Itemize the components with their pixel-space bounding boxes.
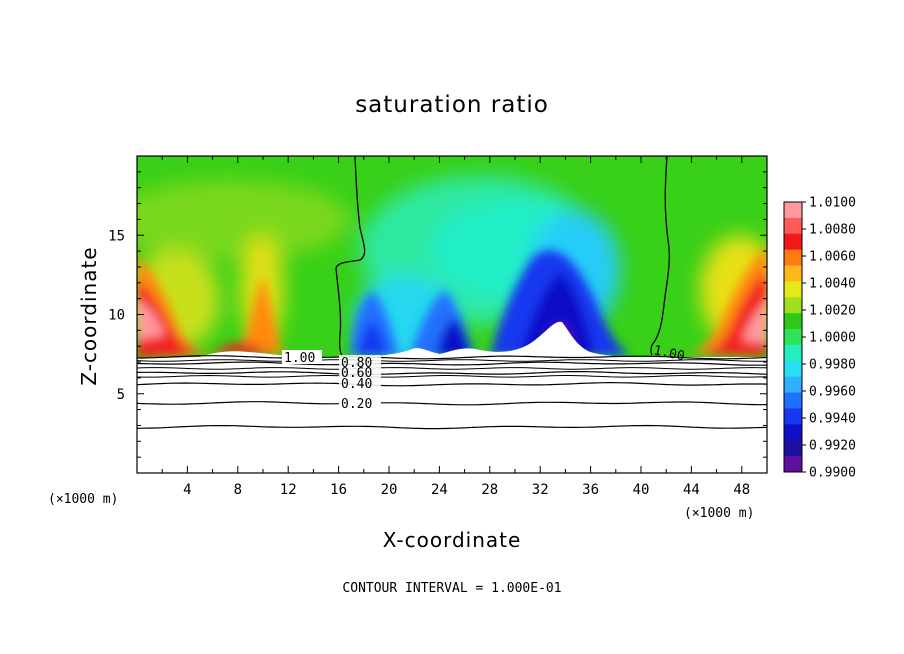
- x-tick-label: 44: [683, 482, 700, 498]
- colorbar: 1.0100 1.0080 1.0060 1.0040 1.0020 1.0000 0.99…: [783, 196, 856, 481]
- contour-line: [137, 355, 768, 360]
- contour-line: [136, 371, 768, 376]
- contour-label-bg: [339, 355, 381, 389]
- x-tick-label: 32: [532, 482, 549, 498]
- contour-interval-note: CONTOUR INTERVAL = 1.000E-01: [342, 581, 561, 596]
- x-tick-label: 8: [234, 482, 242, 498]
- contour-label: 0.80: [341, 356, 372, 371]
- x-tick-label: 28: [481, 482, 498, 498]
- field-patch: [742, 300, 767, 344]
- field-patch: [357, 321, 388, 356]
- colorbar-swatch: [784, 297, 802, 314]
- x-axis-label: X-coordinate: [383, 528, 522, 552]
- contour-line: [136, 424, 768, 430]
- x-tick-label: 36: [582, 482, 599, 498]
- x-tick-label: 20: [381, 482, 398, 498]
- colorbar-swatch: [784, 202, 802, 219]
- x-tick-label: 12: [280, 482, 297, 498]
- colorbar-swatch: [784, 440, 802, 457]
- contour-label: 0.60: [341, 366, 372, 381]
- colorbar-swatch: [784, 456, 802, 473]
- y-tick-label: 10: [108, 308, 125, 324]
- colorbar-swatch: [784, 249, 802, 267]
- x-tick-label: 24: [431, 482, 448, 498]
- colorbar-label: 0.9980: [809, 358, 856, 373]
- colorbar-swatch: [784, 329, 802, 346]
- x-tick-label: 16: [330, 482, 347, 498]
- contour-line-minor: [136, 374, 768, 378]
- x-tick-label: 48: [733, 482, 750, 498]
- contour-lines: [136, 355, 768, 430]
- field-patch: [520, 272, 595, 356]
- contour-line: [136, 361, 768, 366]
- colorbar-label: 0.9960: [809, 385, 856, 400]
- colorbar-label: 1.0060: [809, 250, 856, 265]
- contour-label: 0.40: [341, 377, 372, 392]
- field-patch: [137, 300, 165, 340]
- contour-line-upper-left: [335, 155, 366, 357]
- contour-label: 0.20: [341, 397, 372, 412]
- colorbar-swatch: [784, 408, 802, 425]
- field-patch: [240, 275, 282, 354]
- field-patch: [137, 180, 350, 260]
- colorbar-label: 0.9940: [809, 412, 856, 427]
- colorbar-label: 1.0000: [809, 331, 856, 346]
- colorbar-swatch: [784, 424, 802, 441]
- contour-line: [136, 381, 768, 387]
- x-unit-right: (×1000 m): [684, 506, 754, 521]
- heatmap-field: [137, 156, 767, 473]
- contour-label-bg: [282, 350, 322, 364]
- chart-title: saturation ratio: [355, 92, 549, 118]
- contour-line-minor: [136, 367, 768, 370]
- colorbar-label: 1.0020: [809, 304, 856, 319]
- field-patch: [137, 280, 205, 358]
- colorbar-swatch: [784, 360, 802, 378]
- colorbar-swatch: [784, 344, 802, 362]
- colorbar-swatch: [784, 392, 802, 409]
- colorbar-swatch: [784, 313, 802, 330]
- contour-label: 1.00: [284, 351, 315, 366]
- y-tick-label: 15: [108, 228, 125, 244]
- colorbar-label: 0.9920: [809, 439, 856, 454]
- y-tick-label: 5: [117, 387, 125, 403]
- field-patch: [210, 343, 275, 354]
- colorbar-swatch: [784, 265, 802, 282]
- contour-label: 1.00: [652, 343, 686, 364]
- y-axis-label: Z-coordinate: [77, 246, 101, 385]
- contour-line-minor: [136, 359, 768, 362]
- colorbar-swatch: [784, 233, 802, 251]
- colorbar-label: 0.9900: [809, 466, 856, 481]
- contour-labels: 1.00 0.80 0.60 0.40 0.20 1.00: [282, 343, 686, 412]
- colorbar-label: 1.0080: [809, 223, 856, 238]
- colorbar-swatch: [784, 376, 802, 394]
- x-tick-label: 40: [633, 482, 650, 498]
- contour-label-bg: [339, 396, 381, 410]
- colorbar-swatch: [784, 217, 802, 235]
- field-patch: [435, 319, 472, 356]
- colorbar-label: 1.0040: [809, 277, 856, 292]
- contour-line-upper-right: [650, 155, 670, 356]
- contour-line: [136, 401, 768, 406]
- x-tick-label: 4: [183, 482, 191, 498]
- colorbar-swatch: [784, 281, 802, 298]
- colorbar-label: 1.0100: [809, 196, 856, 211]
- x-unit-left: (×1000 m): [48, 492, 118, 507]
